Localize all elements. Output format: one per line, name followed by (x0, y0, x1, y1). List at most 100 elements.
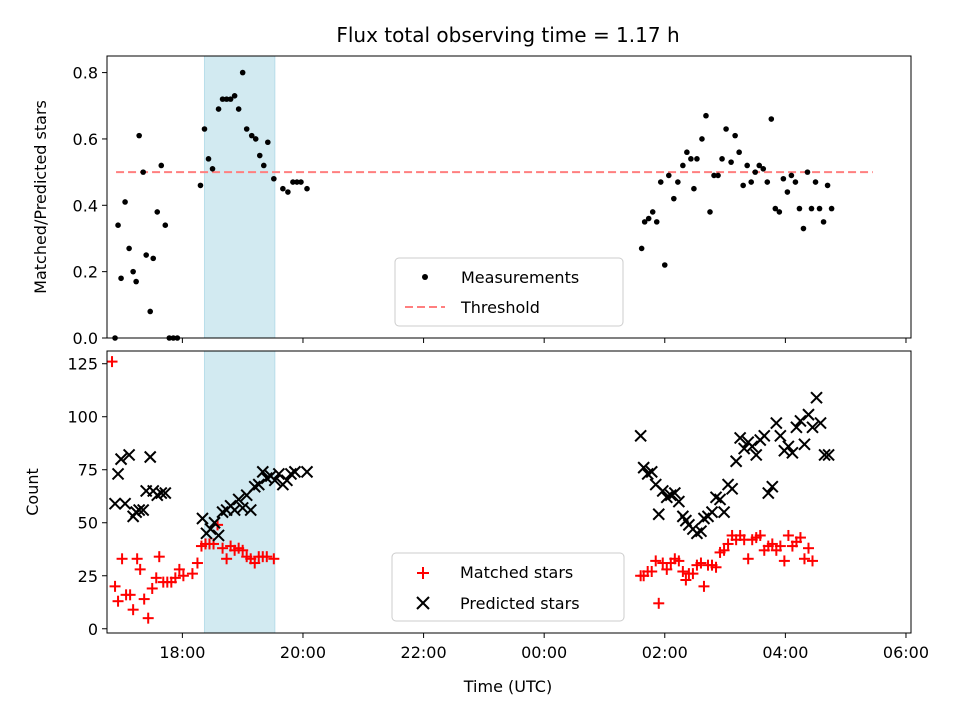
predicted-star-point (256, 465, 269, 479)
predicted-star-point (822, 448, 835, 462)
predicted-star-point (196, 512, 209, 525)
predicted-star-point (212, 529, 225, 542)
top-shaded-interval (203, 55, 276, 339)
predicted-star-point (690, 527, 704, 540)
y-tick-label: 0.2 (73, 263, 98, 282)
matched-star-point (127, 604, 139, 616)
measurement-point (828, 205, 835, 212)
measurement-point (792, 179, 799, 185)
predicted-star-point (814, 416, 827, 430)
legend-label-measurements: Measurements (461, 268, 579, 287)
y-tick-label: 75 (78, 461, 98, 480)
measurement-point (227, 96, 234, 102)
measurement-point (684, 149, 690, 156)
predicted-star-point (766, 480, 779, 493)
predicted-star-point (288, 465, 302, 479)
measurement-point (140, 169, 146, 175)
predicted-star-point (300, 465, 314, 479)
predicted-star-point (155, 486, 168, 500)
predicted-star-point (762, 486, 775, 500)
x-axis-label: Time (UTC) (463, 677, 552, 696)
measurement-point (665, 172, 672, 179)
measurement-points (112, 69, 835, 341)
predicted-star-point (672, 495, 686, 508)
measurement-point (154, 209, 161, 215)
predicted-star-point (786, 446, 799, 459)
predicted-star-point (758, 429, 771, 443)
matched-star-point (142, 612, 154, 624)
x-tick-label: 00:00 (521, 643, 567, 662)
measurement-point (158, 162, 165, 169)
predicted-star-point (151, 488, 164, 502)
predicted-star-point (694, 525, 708, 538)
predicted-star-point (733, 431, 747, 445)
matched-star-point (146, 582, 158, 594)
measurement-point (728, 159, 734, 165)
measurement-point (133, 278, 139, 285)
matched-star-point (153, 551, 165, 563)
measurement-point (209, 166, 216, 172)
matched-star-point (661, 563, 673, 575)
measurement-point (812, 179, 819, 185)
matched-star-point (754, 529, 766, 541)
predicted-star-point (634, 429, 647, 443)
predicted-star-point (729, 455, 743, 468)
measurement-point (162, 222, 169, 228)
predicted-star-point (705, 505, 719, 519)
bottom-legend-box (391, 552, 625, 622)
predicted-star-point (750, 448, 763, 462)
matched-star-point (191, 557, 203, 569)
predicted-star-point (717, 505, 731, 519)
predicted-star-point (136, 503, 150, 517)
predicted-star-point (132, 503, 146, 517)
matched-star-point (131, 553, 143, 565)
shaded-interval-rect (203, 55, 276, 339)
y-tick-label: 125 (67, 355, 98, 374)
measurement-point (723, 126, 729, 132)
matched-star-point (742, 553, 754, 565)
measurement-point (280, 185, 286, 192)
measurement-point (740, 182, 746, 189)
predicted-star-point (244, 503, 257, 517)
predicted-star-point (713, 493, 727, 506)
measurement-point (136, 132, 142, 139)
measurement-point (641, 219, 648, 225)
measurement-point (645, 215, 652, 222)
predicted-star-point (637, 461, 650, 474)
top-legend-box (394, 257, 624, 327)
predicted-star-point (725, 482, 739, 496)
measurement-point (680, 162, 686, 169)
measurement-point (748, 179, 755, 185)
measurement-point (150, 255, 157, 262)
predicted-star-point (774, 429, 787, 443)
matched-star-point (782, 529, 794, 541)
measurement-point (707, 209, 713, 215)
predicted-star-point (697, 512, 711, 525)
measurement-point (653, 219, 660, 225)
predicted-star-point (652, 508, 665, 521)
matched-star-point (134, 563, 146, 575)
measurement-point (219, 96, 226, 102)
predicted-star-point (641, 467, 654, 481)
x-tick-label: 04:00 (762, 643, 808, 662)
top-axes-frame (106, 55, 912, 339)
measurement-point (649, 209, 656, 215)
measurement-point (130, 268, 136, 275)
measurement-point (661, 262, 668, 268)
matched-star-point (673, 555, 685, 567)
matched-star-point (680, 574, 692, 586)
measurement-point (824, 182, 831, 189)
y-tick-label: 50 (78, 514, 98, 533)
measurement-point (201, 126, 208, 132)
predicted-star-point (818, 448, 831, 462)
measurement-point (294, 179, 300, 185)
predicted-star-point (159, 486, 172, 500)
y-tick-label: 100 (67, 408, 98, 427)
measurement-point (265, 139, 271, 146)
bottom-axes-frame (106, 350, 912, 634)
x-tick-label: 02:00 (642, 643, 688, 662)
predicted-star-point (782, 440, 795, 453)
y-tick-label: 0 (88, 620, 98, 639)
matched-star-point (221, 553, 233, 565)
